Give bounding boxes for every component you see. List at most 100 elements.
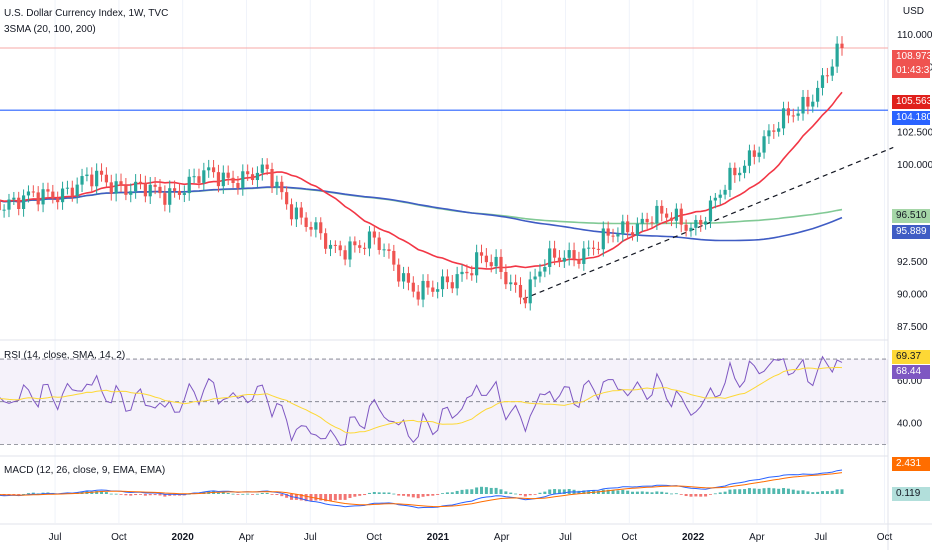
time-tick-label: Oct — [366, 532, 382, 543]
macd-hist-bar — [406, 494, 410, 497]
macd-hist-bar — [772, 488, 776, 494]
macd-hist-bar — [650, 492, 654, 494]
macd-hist-bar — [450, 492, 454, 494]
macd-hist-bar — [669, 493, 673, 495]
price-tick-label: 110.000 — [897, 30, 932, 41]
macd-hist-bar — [265, 492, 269, 494]
time-tick-label: Jul — [304, 532, 317, 543]
candle-body — [626, 221, 630, 233]
candle-body — [309, 227, 313, 230]
macd-hist-bar — [363, 494, 367, 496]
candle-body — [148, 184, 152, 197]
macd-hist-bar — [631, 491, 635, 494]
candle-body — [767, 130, 771, 137]
macd-hist-bar — [825, 491, 829, 494]
candle-body — [41, 189, 45, 205]
macd-hist-bar — [640, 491, 644, 494]
candle-body — [138, 181, 143, 184]
candle-body — [324, 233, 328, 249]
sma-legend[interactable]: 3SMA (20, 100, 200) — [4, 24, 96, 35]
macd-hist-bar — [22, 493, 26, 495]
candle-body — [207, 167, 211, 171]
candle-body — [416, 291, 420, 300]
candle-body — [786, 108, 791, 116]
candle-body — [587, 247, 591, 249]
candle-body — [733, 167, 737, 176]
macd-hist-bar — [119, 494, 123, 495]
macd-hist-bar — [645, 491, 649, 494]
rsi-pane — [0, 355, 888, 446]
macd-hist-bar — [840, 489, 844, 494]
time-tick-label: 2022 — [682, 532, 705, 543]
candle-body — [343, 250, 347, 260]
candle-body — [401, 273, 406, 282]
candle-body — [2, 209, 6, 211]
macd-hist-bar — [733, 489, 737, 494]
candle-body — [684, 224, 688, 231]
time-tick-label: Apr — [749, 532, 765, 543]
candle-body — [606, 228, 610, 236]
macd-hist-bar — [738, 489, 742, 494]
macd-hist-bar — [392, 493, 396, 495]
macd-hist-bar — [704, 494, 708, 497]
candle-body — [153, 184, 157, 187]
candle-body — [275, 181, 279, 188]
candle-body — [694, 219, 698, 228]
macd-hist-bar — [343, 494, 347, 500]
macd-hist-bar — [216, 492, 220, 494]
rsi-legend[interactable]: RSI (14, close, SMA, 14, 2) — [4, 350, 126, 361]
candle-body — [552, 248, 557, 258]
candle-body — [645, 218, 649, 223]
macd-hist-bar — [445, 492, 449, 494]
macd-hist-bar — [543, 491, 547, 494]
price-pane — [0, 36, 894, 311]
candle-body — [665, 213, 669, 218]
macd-hist-bar — [231, 493, 235, 495]
macd-hist-bar — [533, 494, 537, 495]
macd-hist-bar — [782, 488, 786, 494]
macd-hist-bar — [796, 490, 800, 494]
candle-body — [738, 172, 742, 176]
macd-hist-bar — [153, 494, 157, 496]
candle-body — [543, 266, 547, 272]
macd-legend[interactable]: MACD (12, 26, close, 9, EMA, EMA) — [4, 465, 166, 476]
macd-hist-bar — [314, 494, 318, 501]
macd-hist-bar — [684, 494, 688, 497]
macd-hist-bar — [294, 494, 298, 500]
candle-body — [752, 150, 756, 157]
candle-body — [36, 192, 40, 205]
macd-hist-bar — [455, 490, 459, 494]
candle-body — [7, 199, 11, 210]
candle-body — [504, 271, 508, 285]
candle-body — [163, 193, 167, 205]
macd-hist-bar — [236, 494, 240, 495]
macd-hist-bar — [582, 490, 586, 494]
macd-hist-bar — [12, 494, 16, 495]
macd-hist-bar — [221, 492, 225, 494]
macd-hist-bar — [801, 490, 805, 494]
macd-hist-bar — [626, 490, 630, 494]
candle-body — [781, 108, 786, 129]
macd-hist-bar — [596, 490, 600, 494]
macd-hist-bar — [280, 494, 284, 497]
candle-body — [611, 235, 615, 237]
macd-hist-bar — [777, 488, 781, 494]
macd-hist-bar — [358, 494, 362, 496]
candle-body — [801, 96, 805, 114]
macd-hist-bar — [397, 494, 401, 496]
macd-hist-bar — [489, 487, 493, 494]
candle-body — [450, 282, 454, 289]
time-tick-label: Apr — [494, 532, 510, 543]
rsi-line — [0, 355, 843, 446]
candle-body — [119, 181, 123, 186]
macd-hist-bar — [431, 494, 435, 496]
rsi-badge: 68.44 — [892, 365, 930, 379]
currency-label: USD — [902, 6, 924, 17]
candle-body — [353, 241, 357, 246]
macd-hist-bar — [587, 490, 591, 494]
candle-body — [538, 271, 542, 277]
candle-body — [509, 282, 513, 285]
time-tick-label: Apr — [239, 532, 255, 543]
macd-hist-bar — [31, 492, 35, 494]
